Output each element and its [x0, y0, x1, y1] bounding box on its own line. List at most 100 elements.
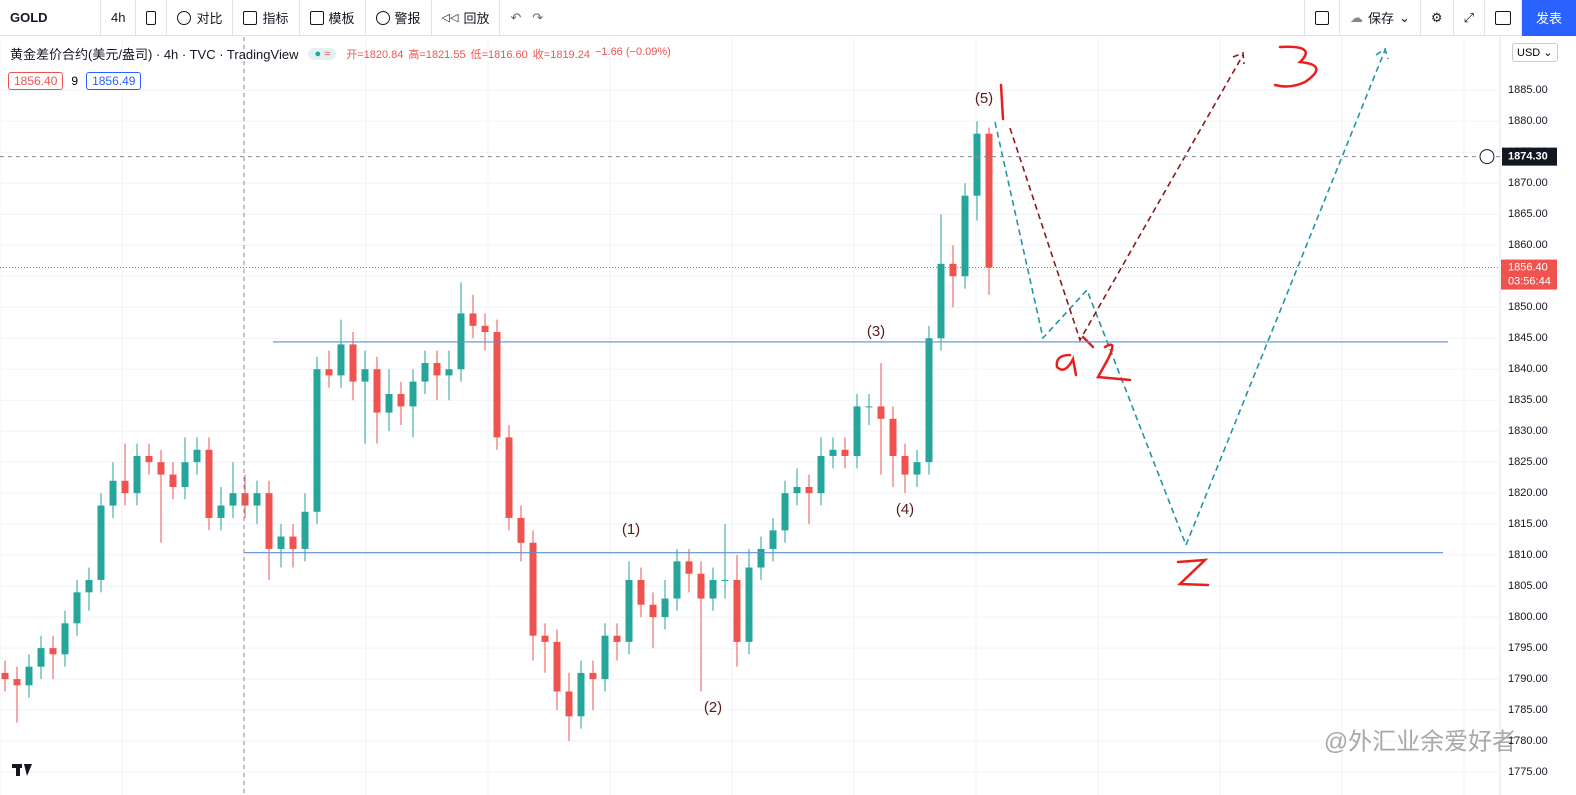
- alerts[interactable]: 警报: [366, 0, 432, 36]
- indicators[interactable]: 指标: [233, 0, 300, 36]
- y-tick-label: 1850.00: [1508, 301, 1548, 313]
- candle-body: [721, 579, 729, 581]
- candle-body: [841, 449, 849, 456]
- candle-body: [265, 493, 273, 549]
- countdown: 03:56:44: [1508, 275, 1551, 287]
- y-tick-label: 1775.00: [1508, 766, 1548, 778]
- candle-body: [697, 573, 705, 599]
- candle-body: [445, 369, 453, 376]
- candle-body: [817, 455, 825, 494]
- candle-body: [421, 363, 429, 382]
- change: −1.66 (−0.09%): [594, 45, 671, 58]
- candle-body: [625, 579, 633, 642]
- ask[interactable]: 1856.49: [86, 72, 142, 90]
- candle-body: [949, 263, 957, 277]
- label: 对比: [196, 11, 223, 26]
- candle-body: [313, 369, 321, 512]
- candle-body: [145, 455, 153, 463]
- y-tick-label: 1885.00: [1508, 84, 1548, 96]
- candle-body: [889, 418, 897, 456]
- candle-body: [937, 263, 945, 339]
- y-tick-label: 1810.00: [1508, 549, 1548, 561]
- candle-body: [649, 604, 657, 618]
- candle-body: [109, 480, 117, 506]
- crosshair-label: 1874.30: [1508, 151, 1548, 163]
- y-tick-label: 1815.00: [1508, 518, 1548, 530]
- chart-style[interactable]: [136, 0, 168, 36]
- candle-body: [757, 548, 765, 568]
- candle-body: [61, 623, 69, 655]
- save[interactable]: ☁ 保存 ⌄: [1340, 0, 1421, 36]
- currency[interactable]: USD ⌄: [1512, 43, 1558, 62]
- compare[interactable]: 对比: [167, 0, 234, 36]
- candle-body: [25, 666, 33, 686]
- wave-label: (4): [896, 501, 914, 518]
- candle-body: [565, 691, 573, 717]
- candle-body: [901, 455, 909, 475]
- y-tick-label: 1835.00: [1508, 394, 1548, 406]
- legend-title: 黄金差价合约(美元/盎司) · 4h · TVC · TradingView: [10, 47, 299, 62]
- ohlc: 开=1820.84 高=1821.55 低=1816.60 收=1819.24 −1.6…: [346, 46, 671, 62]
- candle-body: [241, 493, 249, 506]
- interval[interactable]: 4h: [101, 0, 137, 36]
- candle-body: [661, 598, 669, 618]
- candle-body: [85, 579, 93, 593]
- candle-body: [337, 344, 345, 376]
- symbol[interactable]: GOLD: [0, 0, 101, 36]
- tv-logo: [12, 764, 32, 776]
- candle-body: [325, 369, 333, 376]
- candle-body: [709, 579, 717, 599]
- candle-body: [13, 679, 21, 686]
- label: 保存: [1368, 11, 1395, 26]
- y-tick-label: 1790.00: [1508, 673, 1548, 685]
- mark: [1095, 343, 1132, 382]
- candle-body: [277, 536, 285, 549]
- y-tick-label: 1845.00: [1508, 332, 1548, 344]
- currency-label: USD: [1517, 47, 1541, 59]
- undo[interactable]: ↶ ↷: [510, 9, 544, 25]
- bid-ask: 1856.40 9 1856.49: [8, 72, 142, 90]
- candle-body: [217, 505, 225, 518]
- templates[interactable]: 模板: [300, 0, 366, 36]
- label: 警报: [394, 11, 421, 26]
- legend: 黄金差价合约(美元/盎司) · 4h · TVC · TradingView ●…: [10, 44, 671, 63]
- layout[interactable]: [1304, 0, 1340, 36]
- candle-body: [409, 381, 417, 407]
- candle-body: [505, 437, 513, 518]
- candle-body: [289, 536, 297, 549]
- wave-label: (2): [704, 699, 722, 716]
- bid[interactable]: 1856.40: [8, 72, 64, 90]
- candle-body: [613, 635, 621, 642]
- candle-body: [769, 530, 777, 549]
- candle-body: [121, 480, 129, 494]
- candle-body: [253, 493, 261, 506]
- candle-body: [517, 517, 525, 543]
- candle-body: [793, 486, 801, 494]
- candle-body: [169, 474, 177, 487]
- candle-body: [157, 462, 165, 475]
- settings[interactable]: ⚙: [1421, 0, 1454, 36]
- watermark: @外汇业余爱好者: [1324, 728, 1516, 755]
- y-tick-label: 1860.00: [1508, 239, 1548, 251]
- candle-body: [601, 635, 609, 680]
- y-tick-label: 1830.00: [1508, 425, 1548, 437]
- candle-body: [301, 511, 309, 549]
- wave-label: (5): [975, 90, 993, 107]
- replay[interactable]: ◁◁ 回放: [432, 0, 501, 36]
- y-tick-label: 1795.00: [1508, 642, 1548, 654]
- label: 回放: [463, 11, 490, 26]
- fullscreen[interactable]: ⤢: [1454, 0, 1485, 36]
- publish[interactable]: 发表: [1521, 0, 1576, 36]
- y-tick-label: 1840.00: [1508, 363, 1548, 375]
- candle-body: [73, 592, 81, 624]
- y-tick-label: 1865.00: [1508, 208, 1548, 220]
- close: 收=1819.24: [532, 48, 590, 61]
- snapshot[interactable]: [1485, 0, 1522, 36]
- mark: [1273, 45, 1318, 88]
- wave-label: (3): [867, 323, 885, 340]
- candle-body: [205, 449, 213, 518]
- y-tick-label: 1805.00: [1508, 580, 1548, 592]
- candle-body: [877, 406, 885, 419]
- candle-body: [529, 542, 537, 636]
- candle-body: [469, 313, 477, 326]
